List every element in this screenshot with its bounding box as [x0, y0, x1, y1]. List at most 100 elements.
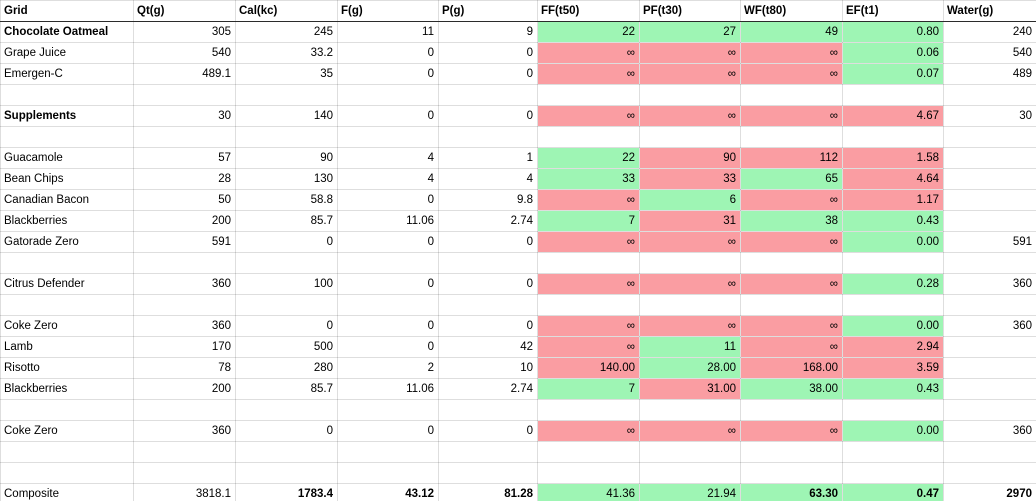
value-cell[interactable]: ∞	[639, 231, 741, 253]
row-label-cell[interactable]: Emergen-C	[0, 63, 134, 85]
header-cell-p[interactable]: P(g)	[438, 0, 538, 22]
value-cell[interactable]	[537, 252, 640, 274]
value-cell[interactable]	[337, 441, 439, 463]
value-cell[interactable]: 30	[943, 105, 1036, 127]
value-cell[interactable]	[133, 399, 236, 421]
value-cell[interactable]: ∞	[537, 231, 640, 253]
value-cell[interactable]: 4	[337, 168, 439, 190]
value-cell[interactable]: ∞	[740, 231, 843, 253]
value-cell[interactable]: 0.43	[842, 378, 944, 400]
value-cell[interactable]: 540	[133, 42, 236, 64]
value-cell[interactable]: 9.8	[438, 189, 538, 211]
row-label-cell[interactable]	[0, 462, 134, 484]
value-cell[interactable]	[537, 441, 640, 463]
header-cell-pf[interactable]: PF(t30)	[639, 0, 741, 22]
value-cell[interactable]: ∞	[740, 315, 843, 337]
value-cell[interactable]: 11.06	[337, 210, 439, 232]
value-cell[interactable]: ∞	[537, 189, 640, 211]
row-label-cell[interactable]	[0, 84, 134, 106]
value-cell[interactable]: ∞	[639, 105, 741, 127]
row-label-cell[interactable]: Guacamole	[0, 147, 134, 169]
header-cell-ef[interactable]: EF(t1)	[842, 0, 944, 22]
value-cell[interactable]	[438, 84, 538, 106]
value-cell[interactable]	[740, 441, 843, 463]
value-cell[interactable]: 42	[438, 336, 538, 358]
value-cell[interactable]: 0.80	[842, 21, 944, 43]
value-cell[interactable]	[133, 126, 236, 148]
value-cell[interactable]: 0	[337, 273, 439, 295]
value-cell[interactable]: 10	[438, 357, 538, 379]
value-cell[interactable]	[639, 126, 741, 148]
value-cell[interactable]: 1.17	[842, 189, 944, 211]
value-cell[interactable]	[943, 168, 1036, 190]
value-cell[interactable]: 90	[639, 147, 741, 169]
value-cell[interactable]: ∞	[537, 336, 640, 358]
row-label-cell[interactable]: Bean Chips	[0, 168, 134, 190]
value-cell[interactable]	[842, 252, 944, 274]
row-label-cell[interactable]: Blackberries	[0, 378, 134, 400]
value-cell[interactable]	[740, 294, 843, 316]
value-cell[interactable]: 360	[133, 273, 236, 295]
value-cell[interactable]: ∞	[537, 273, 640, 295]
value-cell[interactable]	[537, 462, 640, 484]
value-cell[interactable]: 11	[639, 336, 741, 358]
value-cell[interactable]: ∞	[639, 273, 741, 295]
value-cell[interactable]: 4.64	[842, 168, 944, 190]
value-cell[interactable]: ∞	[537, 63, 640, 85]
value-cell[interactable]: 78	[133, 357, 236, 379]
value-cell[interactable]: ∞	[537, 315, 640, 337]
value-cell[interactable]: 0	[337, 42, 439, 64]
value-cell[interactable]	[943, 210, 1036, 232]
value-cell[interactable]	[133, 462, 236, 484]
value-cell[interactable]	[537, 399, 640, 421]
value-cell[interactable]: 0	[438, 231, 538, 253]
row-label-cell[interactable]: Blackberries	[0, 210, 134, 232]
value-cell[interactable]	[537, 294, 640, 316]
value-cell[interactable]: 0	[438, 42, 538, 64]
value-cell[interactable]	[842, 84, 944, 106]
value-cell[interactable]: 489	[943, 63, 1036, 85]
value-cell[interactable]: 1	[438, 147, 538, 169]
value-cell[interactable]	[639, 441, 741, 463]
value-cell[interactable]	[740, 84, 843, 106]
value-cell[interactable]	[842, 126, 944, 148]
value-cell[interactable]	[639, 252, 741, 274]
value-cell[interactable]	[438, 252, 538, 274]
value-cell[interactable]	[943, 84, 1036, 106]
value-cell[interactable]	[943, 336, 1036, 358]
value-cell[interactable]: ∞	[639, 315, 741, 337]
value-cell[interactable]	[235, 462, 338, 484]
value-cell[interactable]	[943, 252, 1036, 274]
value-cell[interactable]: 0.00	[842, 315, 944, 337]
value-cell[interactable]: 0	[337, 189, 439, 211]
value-cell[interactable]	[740, 462, 843, 484]
value-cell[interactable]: 245	[235, 21, 338, 43]
value-cell[interactable]: 0.47	[842, 483, 944, 501]
value-cell[interactable]: 0.00	[842, 231, 944, 253]
value-cell[interactable]: 360	[133, 420, 236, 442]
header-cell-water[interactable]: Water(g)	[943, 0, 1036, 22]
value-cell[interactable]	[235, 252, 338, 274]
header-cell-qt[interactable]: Qt(g)	[133, 0, 236, 22]
row-label-cell[interactable]	[0, 252, 134, 274]
value-cell[interactable]: ∞	[537, 105, 640, 127]
row-label-cell[interactable]: Coke Zero	[0, 420, 134, 442]
value-cell[interactable]	[337, 252, 439, 274]
value-cell[interactable]: 11	[337, 21, 439, 43]
value-cell[interactable]: 360	[943, 420, 1036, 442]
value-cell[interactable]: 1.58	[842, 147, 944, 169]
row-label-cell[interactable]: Risotto	[0, 357, 134, 379]
row-label-cell[interactable]: Coke Zero	[0, 315, 134, 337]
value-cell[interactable]	[337, 126, 439, 148]
value-cell[interactable]: 0	[235, 231, 338, 253]
value-cell[interactable]	[133, 294, 236, 316]
value-cell[interactable]: 0.06	[842, 42, 944, 64]
value-cell[interactable]: ∞	[639, 42, 741, 64]
value-cell[interactable]: 33.2	[235, 42, 338, 64]
value-cell[interactable]: 58.8	[235, 189, 338, 211]
value-cell[interactable]: 28.00	[639, 357, 741, 379]
value-cell[interactable]: 4.67	[842, 105, 944, 127]
value-cell[interactable]: 0	[337, 105, 439, 127]
value-cell[interactable]: 140	[235, 105, 338, 127]
value-cell[interactable]	[639, 294, 741, 316]
